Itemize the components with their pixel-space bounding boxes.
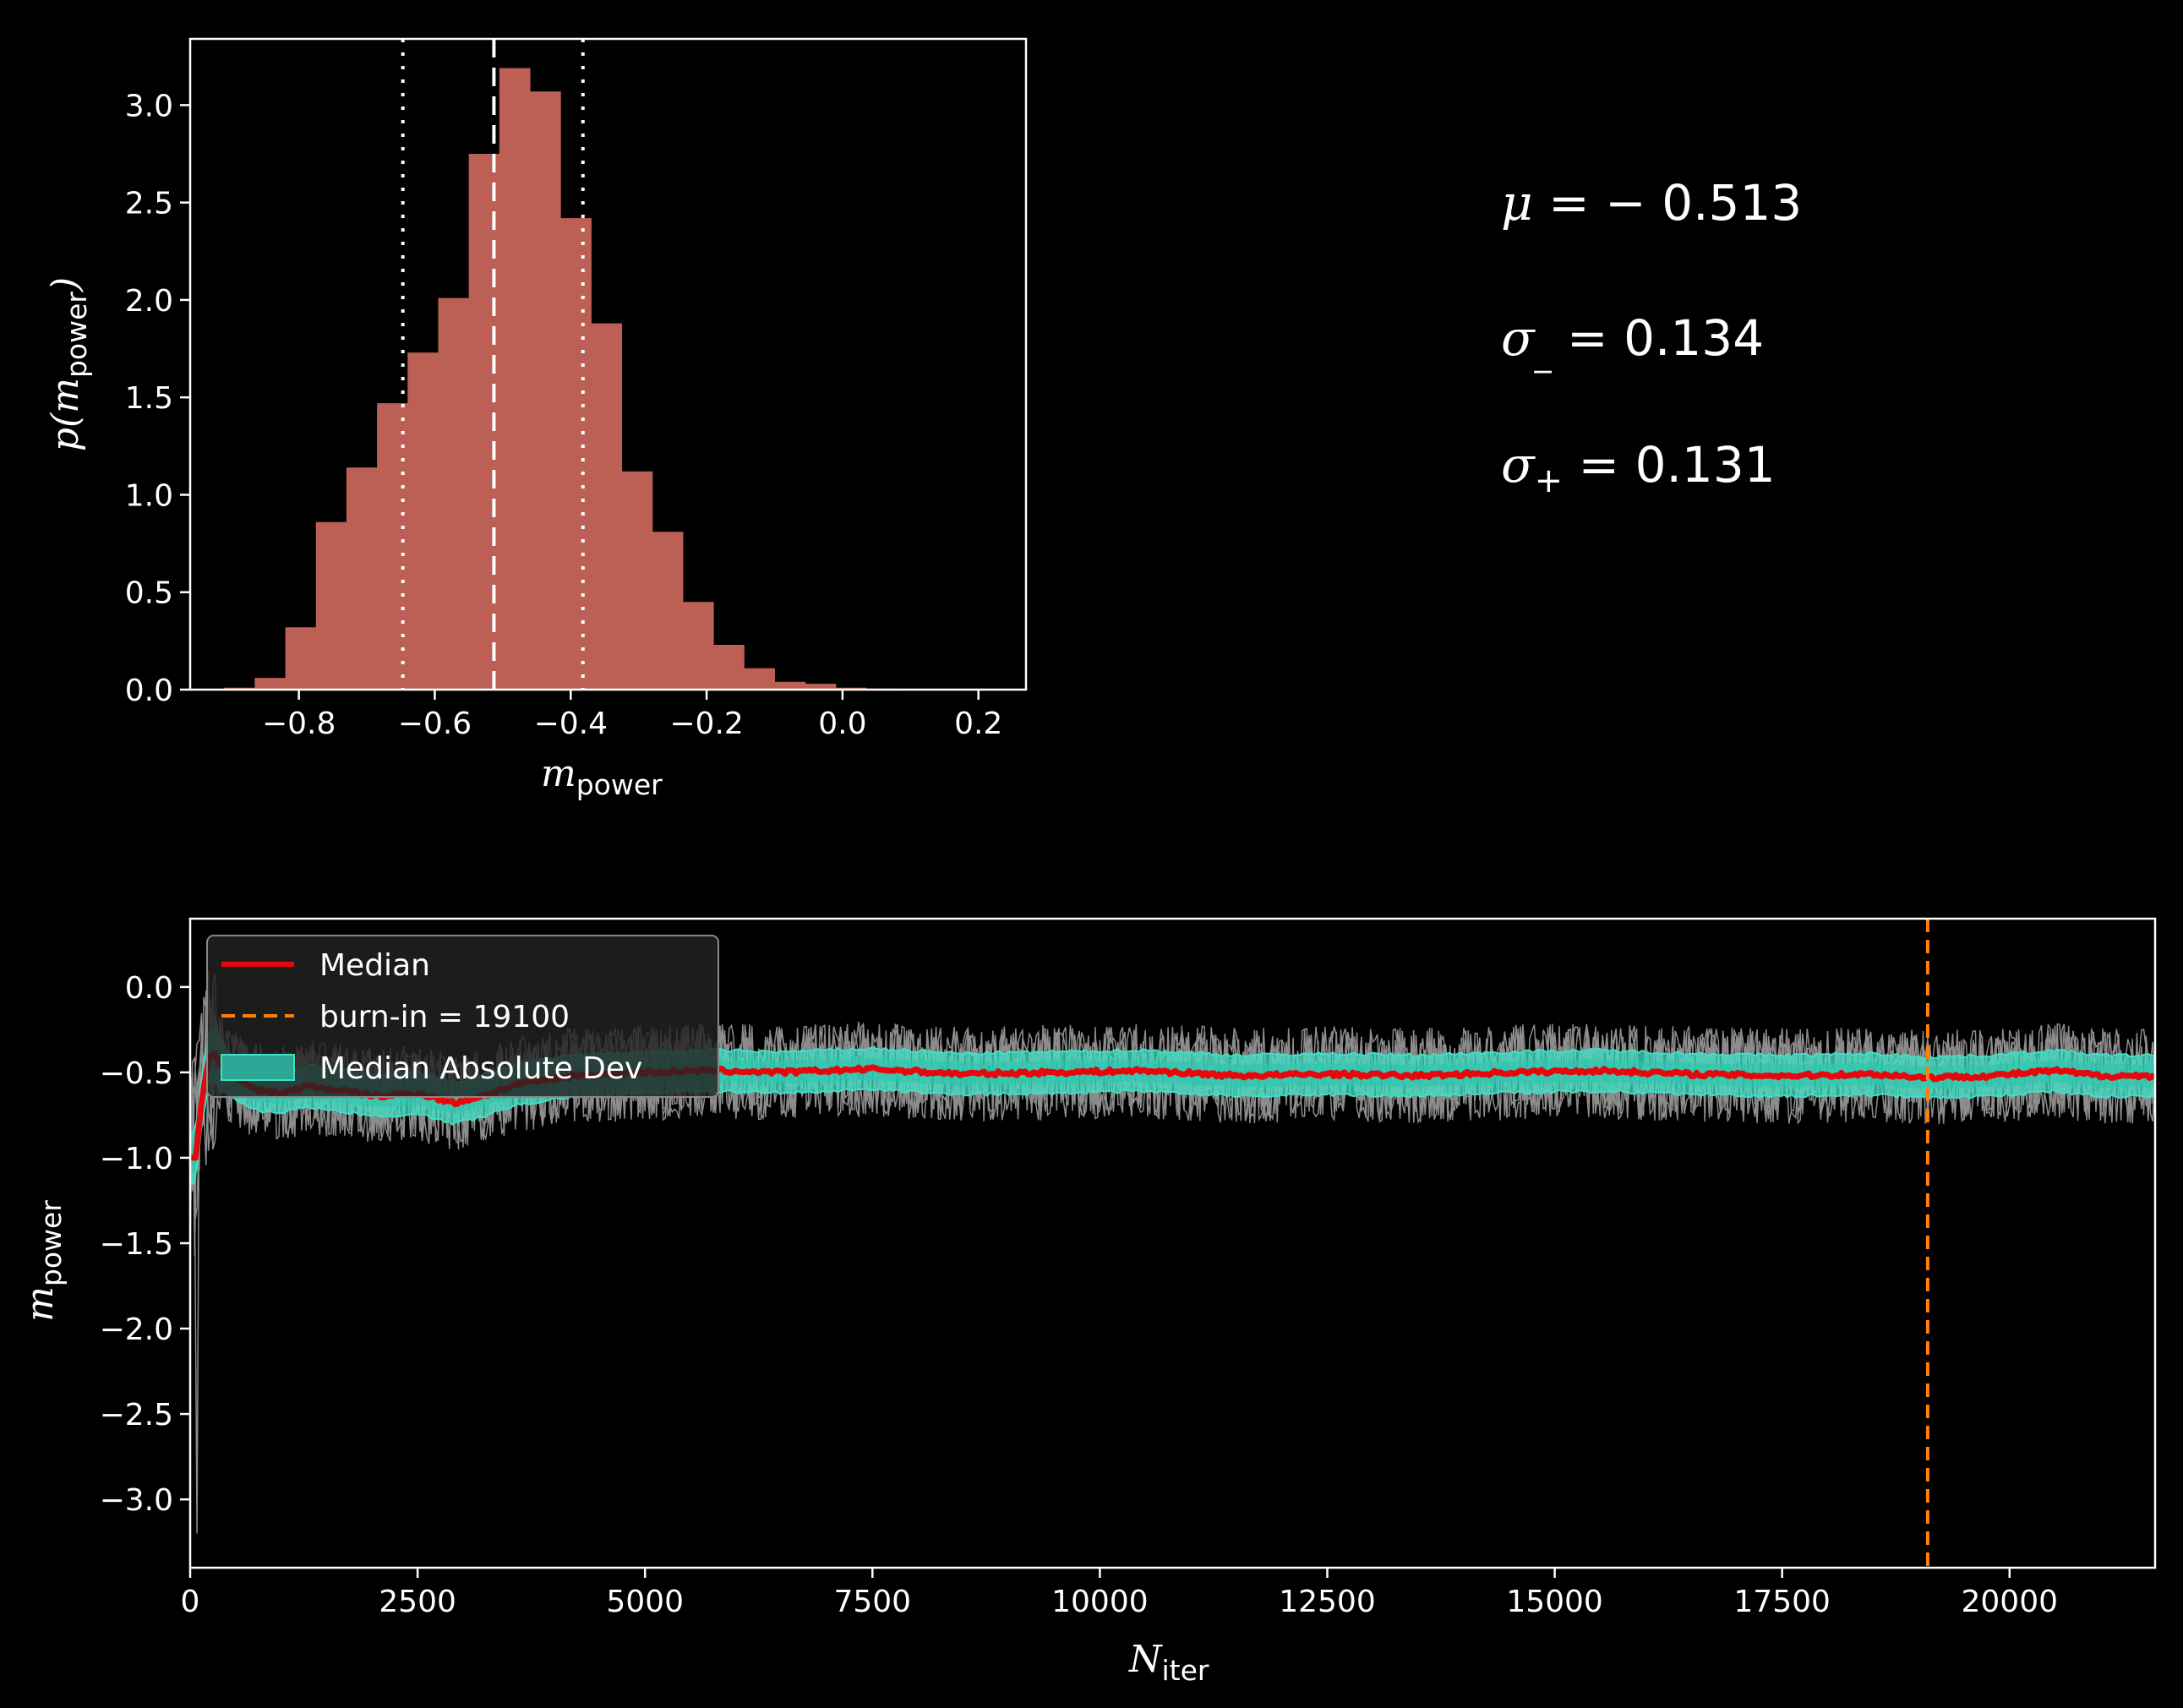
trace-y-label: mpower [19,1200,68,1322]
trace-y-tick-label: −2.0 [100,1312,173,1347]
histogram-bar [591,323,623,690]
legend-mad-label: Median Absolute Dev [319,1051,642,1086]
histogram-bar [713,644,745,690]
trace-x-tick-label: 20000 [1962,1585,2059,1619]
histogram-x-tick-label: 0.0 [818,707,866,741]
histogram-bar [285,627,317,690]
histogram-bar [346,467,378,690]
legend-box [206,935,719,1098]
histogram-y-tick-label: 2.0 [125,284,173,319]
trace-y-tick-label: −2.5 [100,1398,173,1432]
histogram-bar [254,678,287,690]
trace-x-tick-label: 10000 [1051,1585,1149,1619]
histogram-bar [774,681,806,690]
stat-mu: μ = − 0.513 [1501,174,1802,232]
histogram-y-label: p(mpower) [44,277,93,451]
legend-burnin-label: burn-in = 19100 [319,1000,570,1034]
histogram-x-tick-label: −0.8 [262,707,336,741]
histogram-bar [682,602,714,690]
trace-x-tick-label: 12500 [1279,1585,1376,1619]
histogram-x-label: mpower [541,752,663,801]
trace-y-tick-label: 0.0 [125,971,173,1006]
histogram-y-tick-label: 3.0 [125,89,173,123]
histogram-y-tick-label: 0.0 [125,674,173,708]
histogram-y-ticks: 0.0 0.5 1.0 1.5 2.0 2.5 3.0 [125,89,190,708]
trace-y-tick-label: −3.0 [100,1483,173,1518]
histogram-bar [621,471,653,690]
histogram-frame [188,37,1028,691]
histogram-y-tick-label: 1.0 [125,478,173,513]
trace-x-tick-label: 7500 [833,1585,911,1619]
histogram-x-tick-label: −0.2 [669,707,743,741]
histogram-x-ticks: −0.8 −0.6 −0.4 −0.2 0.0 0.2 [262,690,1002,741]
trace-x-tick-label: 5000 [606,1585,684,1619]
histogram-bar [744,668,775,690]
histogram-x-tick-label: −0.6 [398,707,472,741]
stat-sigma-minus: σ_ = 0.134 [1501,309,1764,374]
trace-y-ticks: 0.0 −0.5 −1.0 −1.5 −2.0 −2.5 −3.0 [100,971,190,1518]
histogram-bar [315,521,347,690]
trace-x-ticks: 0 2500 5000 7500 10000 12500 15000 17500 20000 [181,1568,2058,1619]
histogram-bars [224,68,898,690]
histogram-bar [652,532,684,690]
trace-y-tick-label: −1.0 [100,1142,173,1176]
histogram-bar [805,684,837,690]
histogram-y-tick-label: 2.5 [125,187,173,221]
trace-y-tick-label: −0.5 [100,1056,173,1091]
histogram-bar [438,297,470,690]
histogram-quantile-lines [401,39,585,690]
histogram-y-tick-label: 0.5 [125,576,173,611]
histogram-bar [560,218,592,690]
legend-mad-swatch [221,1054,295,1081]
histogram-x-tick-label: 0.2 [954,707,1002,741]
trace-x-label: Niter [1128,1638,1209,1687]
histogram-x-tick-label: −0.4 [534,707,608,741]
trace-x-tick-label: 0 [181,1585,200,1619]
histogram-bar [407,352,439,690]
trace-y-tick-label: −1.5 [100,1227,173,1262]
stat-sigma-plus: σ+ = 0.131 [1501,436,1776,500]
legend: Median burn-in = 19100 Median Absolute D… [206,935,719,1098]
histogram-panel: −0.8 −0.6 −0.4 −0.2 0.0 0.2 0.0 0.5 1.0 1.5 2.0 2.… [44,37,1028,801]
histogram-bar [499,68,531,690]
trace-x-tick-label: 15000 [1506,1585,1603,1619]
stats-text: μ = − 0.513 σ_ = 0.134 σ+ = 0.131 [1501,174,1802,500]
histogram-bar [377,403,408,690]
trace-panel: 0 2500 5000 7500 10000 12500 15000 17500 20000 0… [19,917,2157,1687]
trace-x-tick-label: 17500 [1733,1585,1831,1619]
legend-median-label: Median [319,948,430,983]
trace-x-tick-label: 2500 [379,1585,456,1619]
histogram-y-tick-label: 1.5 [125,381,173,416]
histogram-bar [530,91,561,690]
